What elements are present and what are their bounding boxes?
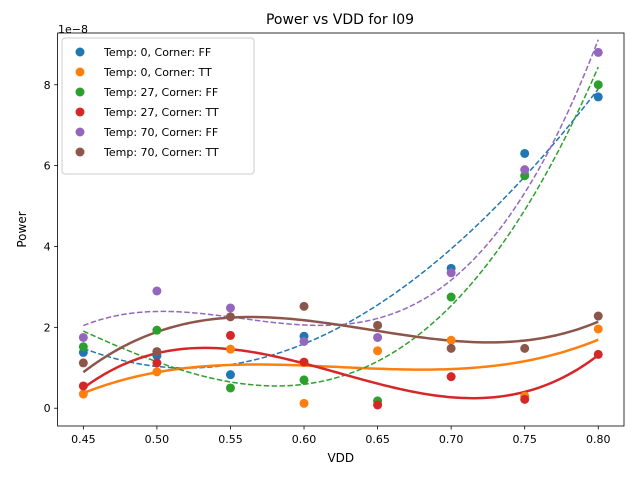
legend-label: Temp: 0, Corner: FF <box>103 46 211 59</box>
data-point <box>446 292 456 302</box>
y-axis-label: Power <box>15 211 29 247</box>
data-point <box>446 343 456 353</box>
legend-marker <box>75 147 85 157</box>
data-point <box>446 268 456 278</box>
x-tick-label: 0.50 <box>145 433 170 446</box>
fit-line-4 <box>83 39 599 327</box>
data-point <box>593 311 603 321</box>
data-point <box>373 346 383 356</box>
legend-marker <box>75 47 85 57</box>
legend-label: Temp: 70, Corner: FF <box>103 126 218 139</box>
data-point <box>78 358 88 368</box>
data-point <box>373 332 383 342</box>
data-point <box>299 375 309 385</box>
data-point <box>152 367 162 377</box>
data-point <box>593 92 603 102</box>
legend-marker <box>75 107 85 117</box>
data-point <box>225 330 235 340</box>
data-point <box>520 394 530 404</box>
data-points <box>78 47 603 410</box>
x-axis-label: VDD <box>327 451 354 465</box>
data-point <box>225 370 235 380</box>
data-point <box>225 303 235 313</box>
data-point <box>520 165 530 175</box>
fit-line-2 <box>83 66 599 387</box>
legend-marker <box>75 127 85 137</box>
fit-line-1 <box>82 338 599 395</box>
data-point <box>225 312 235 322</box>
fit-line-3 <box>82 346 600 400</box>
data-point <box>152 358 162 368</box>
legend-marker <box>75 87 85 97</box>
x-tick-label: 0.70 <box>439 433 464 446</box>
y-multiplier-label: 1e−8 <box>58 23 88 36</box>
chart-title: Power vs VDD for I09 <box>266 12 414 28</box>
data-point <box>152 286 162 296</box>
x-tick-label: 0.80 <box>586 433 611 446</box>
y-axis-ticks: 0 2 4 6 8 <box>44 79 58 415</box>
legend-label: Temp: 70, Corner: TT <box>103 146 219 159</box>
data-point <box>152 325 162 335</box>
x-tick-label: 0.55 <box>218 433 243 446</box>
y-tick-label: 8 <box>44 79 51 92</box>
data-point <box>78 381 88 391</box>
data-point <box>78 332 88 342</box>
x-axis-ticks: 0.45 0.50 0.55 0.60 0.65 0.70 0.75 0.80 <box>71 426 611 446</box>
data-point <box>520 148 530 158</box>
plot-frame <box>57 32 625 427</box>
y-tick-label: 0 <box>44 402 51 415</box>
data-point <box>78 342 88 352</box>
data-point <box>446 372 456 382</box>
x-tick-label: 0.45 <box>71 433 96 446</box>
fit-line-0 <box>83 88 599 369</box>
legend-label: Temp: 27, Corner: TT <box>103 106 219 119</box>
y-tick-label: 6 <box>44 160 51 173</box>
data-point <box>373 400 383 410</box>
data-point <box>593 349 603 359</box>
data-point <box>225 344 235 354</box>
x-tick-label: 0.60 <box>292 433 317 446</box>
data-point <box>299 398 309 408</box>
data-point <box>299 357 309 367</box>
x-tick-label: 0.75 <box>512 433 537 446</box>
data-point <box>225 383 235 393</box>
data-point <box>78 389 88 399</box>
data-point <box>520 343 530 353</box>
data-point <box>593 324 603 334</box>
data-point <box>152 347 162 357</box>
legend: Temp: 0, Corner: FF Temp: 0, Corner: TT Te… <box>61 37 255 175</box>
x-tick-label: 0.65 <box>365 433 390 446</box>
fit-curves <box>82 39 600 400</box>
fit-line-5 <box>82 315 599 374</box>
data-point <box>593 80 603 90</box>
y-tick-label: 4 <box>44 240 51 253</box>
data-point <box>446 335 456 345</box>
data-point <box>299 301 309 311</box>
data-point <box>299 336 309 346</box>
legend-marker <box>75 67 85 77</box>
data-point <box>373 320 383 330</box>
data-point <box>593 47 603 57</box>
legend-label: Temp: 27, Corner: FF <box>103 86 218 99</box>
y-tick-label: 2 <box>44 321 51 334</box>
legend-frame <box>61 37 255 175</box>
legend-label: Temp: 0, Corner: TT <box>103 66 212 79</box>
